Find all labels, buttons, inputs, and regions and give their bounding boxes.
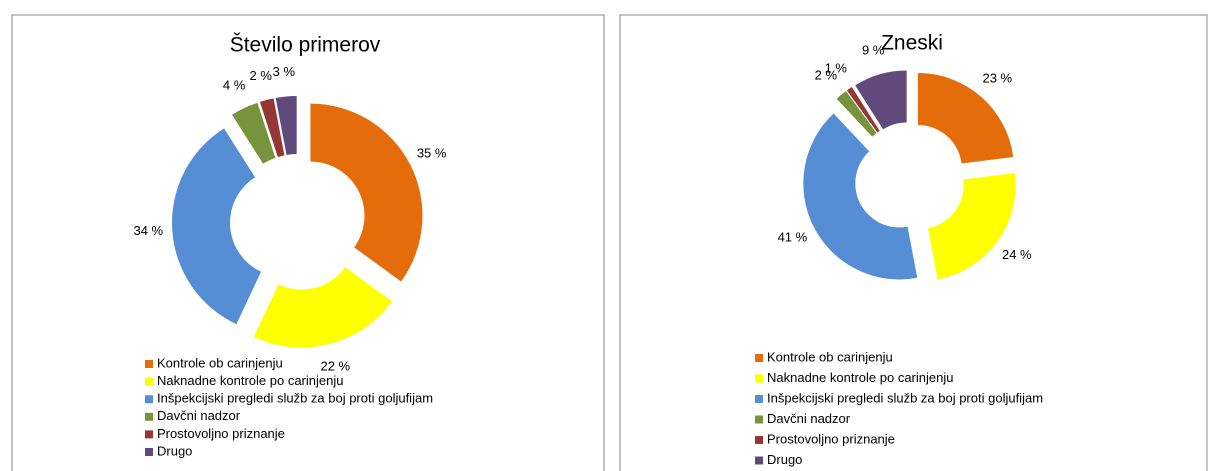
data-label: 9 %: [862, 43, 885, 58]
data-label: 1 %: [825, 60, 848, 75]
legend-swatch: [755, 374, 763, 383]
panel: [619, 14, 1208, 471]
legend-swatch: [145, 377, 153, 386]
legend-swatch: [145, 448, 153, 456]
legend-swatch: [755, 415, 763, 424]
donut-segment: [275, 96, 297, 156]
donut-segment: [172, 128, 262, 325]
data-label: 2 %: [249, 68, 272, 83]
legend-swatch: [755, 395, 763, 403]
legend-swatch: [755, 354, 763, 362]
donut-segment: [846, 87, 880, 133]
legend-label: Drugo: [157, 443, 192, 458]
legend-swatch: [145, 430, 153, 439]
legend-label: Kontrole ob carinjenju: [157, 355, 283, 370]
legend-swatch: [145, 360, 153, 368]
donut-segment: [803, 113, 918, 280]
legend-swatch: [755, 436, 763, 444]
legend-label: Naknadne kontrole po carinjenju: [157, 373, 343, 388]
data-label: 2 %: [815, 68, 838, 83]
legend-label: Prostovoljno priznanje: [157, 426, 285, 441]
legend-swatch: [755, 456, 763, 465]
data-label: 35 %: [417, 145, 447, 160]
legend-label: Kontrole ob carinjenju: [767, 349, 893, 364]
donut-segment: [253, 267, 393, 348]
donut-segment: [917, 72, 1014, 164]
panel: [11, 14, 605, 471]
data-label: 3 %: [273, 64, 296, 79]
legend-swatch: [145, 395, 153, 404]
donut-segment: [310, 103, 423, 282]
donut-segment: [232, 102, 276, 164]
donut-segment: [927, 173, 1016, 280]
legend-label: Davčni nadzor: [767, 411, 851, 426]
data-label: 23 %: [982, 70, 1012, 85]
donut-segment: [836, 91, 877, 137]
data-label: 22 %: [320, 359, 350, 374]
legend-swatch: [145, 412, 153, 421]
donut-segment: [259, 98, 285, 158]
legend-label: Inšpekcijski pregledi služb za boj proti…: [767, 390, 1043, 405]
legend-label: Davčni nadzor: [157, 408, 241, 423]
legend-label: Inšpekcijski pregledi služb za boj proti…: [157, 391, 433, 406]
data-label: 4 %: [223, 78, 246, 93]
chart-title: Zneski: [881, 32, 943, 55]
data-label: 24 %: [1002, 247, 1032, 262]
legend-label: Prostovoljno priznanje: [767, 431, 895, 446]
legend-label: Drugo: [767, 452, 802, 467]
data-label: 41 %: [778, 229, 808, 244]
legend-label: Naknadne kontrole po carinjenju: [767, 370, 953, 385]
chart-title: Število primerov: [230, 34, 381, 57]
donut-segment: [855, 70, 907, 130]
data-label: 34 %: [133, 223, 163, 238]
